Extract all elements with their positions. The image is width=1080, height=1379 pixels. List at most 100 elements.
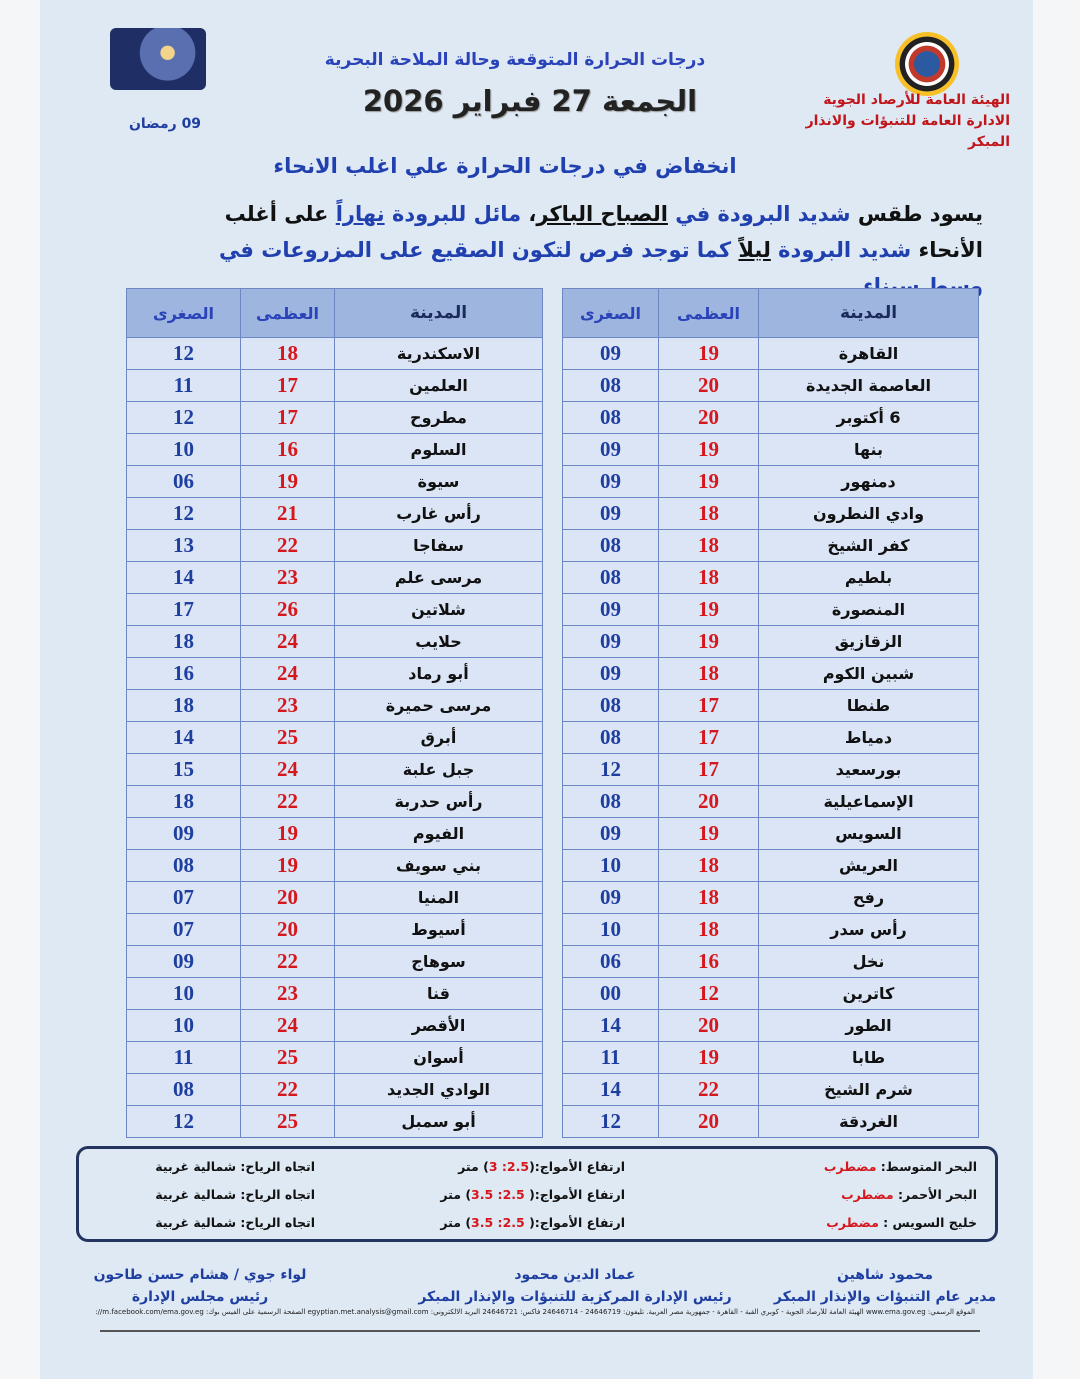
table-row: أبو سمبل 25 12 <box>126 1105 543 1138</box>
min-temp: 09 <box>126 817 241 850</box>
city-name: العاصمة الجديدة <box>758 369 979 402</box>
wave-part: ) متر <box>440 1187 472 1202</box>
table-row: 6 أكتوبر 20 08 <box>562 401 979 434</box>
city-name: الوادي الجديد <box>334 1073 543 1106</box>
marine-row: البحر الأحمر: مضطرب ارتفاع الأمواج:( 2.5:… <box>79 1187 995 1213</box>
wave-part: 2.5: 3 <box>488 1159 530 1174</box>
bulletin-date: الجمعة 27 فبراير 2026 <box>362 84 698 118</box>
min-temp: 17 <box>126 593 241 626</box>
city-name: السويس <box>758 817 979 850</box>
city-name: سوهاج <box>334 945 543 978</box>
max-temp: 22 <box>658 1073 759 1106</box>
min-temp: 13 <box>126 529 241 562</box>
min-temp: 11 <box>126 1041 241 1074</box>
min-temp: 09 <box>562 881 659 914</box>
max-temp: 18 <box>658 657 759 690</box>
ramadan-lantern-image <box>110 28 206 90</box>
min-temp: 08 <box>126 849 241 882</box>
min-temp: 15 <box>126 753 241 786</box>
table-row: السلوم 16 10 <box>126 433 543 466</box>
max-temp: 20 <box>658 1105 759 1138</box>
wave-height: ارتفاع الأمواج:(2.5: 3) متر <box>458 1159 625 1174</box>
table-row: الزقازيق 19 09 <box>562 625 979 658</box>
table-row: السويس 19 09 <box>562 817 979 850</box>
hijri-date: 09 رمضان <box>128 116 202 132</box>
min-temp: 18 <box>126 785 241 818</box>
min-temp: 10 <box>126 1009 241 1042</box>
min-temp: 09 <box>562 465 659 498</box>
min-temp: 10 <box>126 433 241 466</box>
min-temp: 08 <box>562 401 659 434</box>
table-row: أبو رماد 24 16 <box>126 657 543 690</box>
min-temp: 12 <box>126 497 241 530</box>
max-temp: 23 <box>240 689 335 722</box>
header-max: العظمى <box>658 288 759 338</box>
city-name: بورسعيد <box>758 753 979 786</box>
signatory-title: رئيس الإدارة المركزية للتنبؤات والإنذار … <box>418 1289 732 1305</box>
sea-name: خليج السويس : مضطرب <box>826 1215 977 1230</box>
organization-name: الهيئة العامة للأرصاد الجوية الادارة العا… <box>760 90 1010 153</box>
city-name: الاسكندرية <box>334 337 543 370</box>
signature-block: محمود شاهين مدير عام التنبؤات والإنذار ال… <box>770 1264 1000 1308</box>
org-line-1: الهيئة العامة للأرصاد الجوية <box>823 92 1010 108</box>
min-temp: 10 <box>562 849 659 882</box>
sea-label: البحر المتوسط: <box>876 1159 977 1174</box>
max-temp: 22 <box>240 529 335 562</box>
ema-logo <box>895 32 959 96</box>
city-name: دمياط <box>758 721 979 754</box>
min-temp: 14 <box>126 561 241 594</box>
max-temp: 20 <box>658 1009 759 1042</box>
max-temp: 19 <box>658 337 759 370</box>
city-name: أسوان <box>334 1041 543 1074</box>
city-name: الزقازيق <box>758 625 979 658</box>
table-row: سوهاج 22 09 <box>126 945 543 978</box>
min-temp: 12 <box>562 1105 659 1138</box>
max-temp: 18 <box>658 561 759 594</box>
t: نهاراً <box>335 202 385 226</box>
t: شديد البرودة <box>717 202 851 226</box>
wave-part: ) متر <box>458 1159 489 1174</box>
table-row: سيوة 19 06 <box>126 465 543 498</box>
table-row: وادي النطرون 18 09 <box>562 497 979 530</box>
table-row: أسيوط 20 07 <box>126 913 543 946</box>
min-temp: 09 <box>562 433 659 466</box>
city-name: المنيا <box>334 881 543 914</box>
t: ليلاً <box>738 238 771 262</box>
sea-state: مضطرب <box>826 1215 879 1230</box>
table-row: أسوان 25 11 <box>126 1041 543 1074</box>
city-name: دمنهور <box>758 465 979 498</box>
t: يسود طقس <box>850 202 983 226</box>
city-name: بنها <box>758 433 979 466</box>
min-temp: 09 <box>126 945 241 978</box>
min-temp: 08 <box>562 369 659 402</box>
min-temp: 12 <box>562 753 659 786</box>
city-name: أسيوط <box>334 913 543 946</box>
city-name: مرسى علم <box>334 561 543 594</box>
table-row: الاسكندرية 18 12 <box>126 337 543 370</box>
table-row: مطروح 17 12 <box>126 401 543 434</box>
marine-navigation-panel: البحر المتوسط: مضطرب ارتفاع الأمواج:(2.5:… <box>76 1146 998 1242</box>
table-row: حلايب 24 18 <box>126 625 543 658</box>
signatory-title: رئيس مجلس الإدارة <box>131 1289 269 1305</box>
min-temp: 11 <box>126 369 241 402</box>
max-temp: 24 <box>240 1009 335 1042</box>
summary-paragraph: يسود طقس شديد البرودة في الصباح الباكر، … <box>165 196 983 304</box>
city-name: مرسى حميرة <box>334 689 543 722</box>
max-temp: 18 <box>658 497 759 530</box>
org-line-2: الادارة العامة للتنبؤات والانذار المبكر <box>805 113 1010 150</box>
city-name: السلوم <box>334 433 543 466</box>
table-row: رفح 18 09 <box>562 881 979 914</box>
signatory-name: عماد الدين محمود <box>514 1267 636 1283</box>
min-temp: 09 <box>562 497 659 530</box>
max-temp: 18 <box>658 529 759 562</box>
sea-label: البحر الأحمر: <box>893 1187 977 1202</box>
city-name: شبين الكوم <box>758 657 979 690</box>
t: ، <box>521 202 537 226</box>
signature-block: لواء جوي / هشام حسن طاحون رئيس مجلس الإدا… <box>80 1264 320 1308</box>
max-temp: 24 <box>240 657 335 690</box>
signatory-title: مدير عام التنبؤات والإنذار المبكر <box>773 1289 997 1305</box>
max-temp: 12 <box>658 977 759 1010</box>
sea-name: البحر الأحمر: مضطرب <box>841 1187 977 1202</box>
max-temp: 22 <box>240 785 335 818</box>
max-temp: 19 <box>658 1041 759 1074</box>
